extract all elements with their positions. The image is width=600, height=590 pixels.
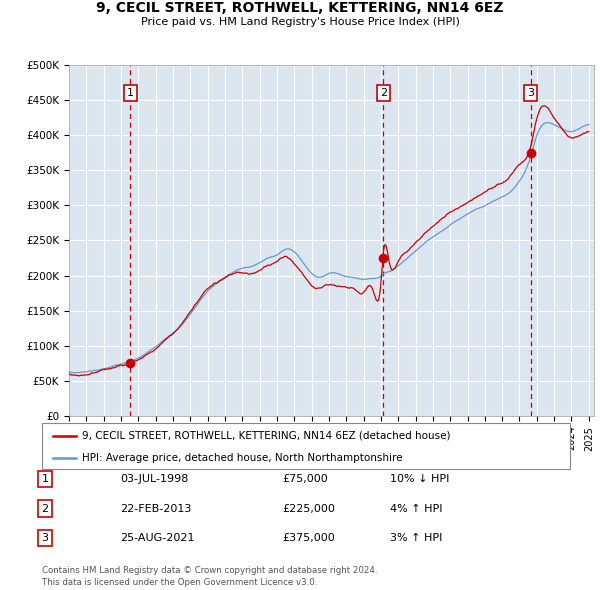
Text: HPI: Average price, detached house, North Northamptonshire: HPI: Average price, detached house, Nort…	[82, 453, 402, 463]
Text: 2: 2	[380, 88, 387, 98]
Text: 9, CECIL STREET, ROTHWELL, KETTERING, NN14 6EZ (detached house): 9, CECIL STREET, ROTHWELL, KETTERING, NN…	[82, 431, 450, 441]
Text: £75,000: £75,000	[282, 474, 328, 484]
Text: 4% ↑ HPI: 4% ↑ HPI	[390, 504, 443, 513]
Text: 10% ↓ HPI: 10% ↓ HPI	[390, 474, 449, 484]
Text: 2: 2	[41, 504, 49, 513]
Text: Price paid vs. HM Land Registry's House Price Index (HPI): Price paid vs. HM Land Registry's House …	[140, 17, 460, 27]
FancyBboxPatch shape	[42, 423, 570, 469]
Text: 9, CECIL STREET, ROTHWELL, KETTERING, NN14 6EZ: 9, CECIL STREET, ROTHWELL, KETTERING, NN…	[96, 1, 504, 15]
Text: 22-FEB-2013: 22-FEB-2013	[120, 504, 191, 513]
Text: Contains HM Land Registry data © Crown copyright and database right 2024.
This d: Contains HM Land Registry data © Crown c…	[42, 566, 377, 587]
Text: 1: 1	[127, 88, 134, 98]
Text: 3: 3	[527, 88, 534, 98]
Text: 3% ↑ HPI: 3% ↑ HPI	[390, 533, 442, 543]
Text: 25-AUG-2021: 25-AUG-2021	[120, 533, 194, 543]
Text: 1: 1	[41, 474, 49, 484]
Text: £225,000: £225,000	[282, 504, 335, 513]
Text: 3: 3	[41, 533, 49, 543]
Text: 03-JUL-1998: 03-JUL-1998	[120, 474, 188, 484]
Text: £375,000: £375,000	[282, 533, 335, 543]
